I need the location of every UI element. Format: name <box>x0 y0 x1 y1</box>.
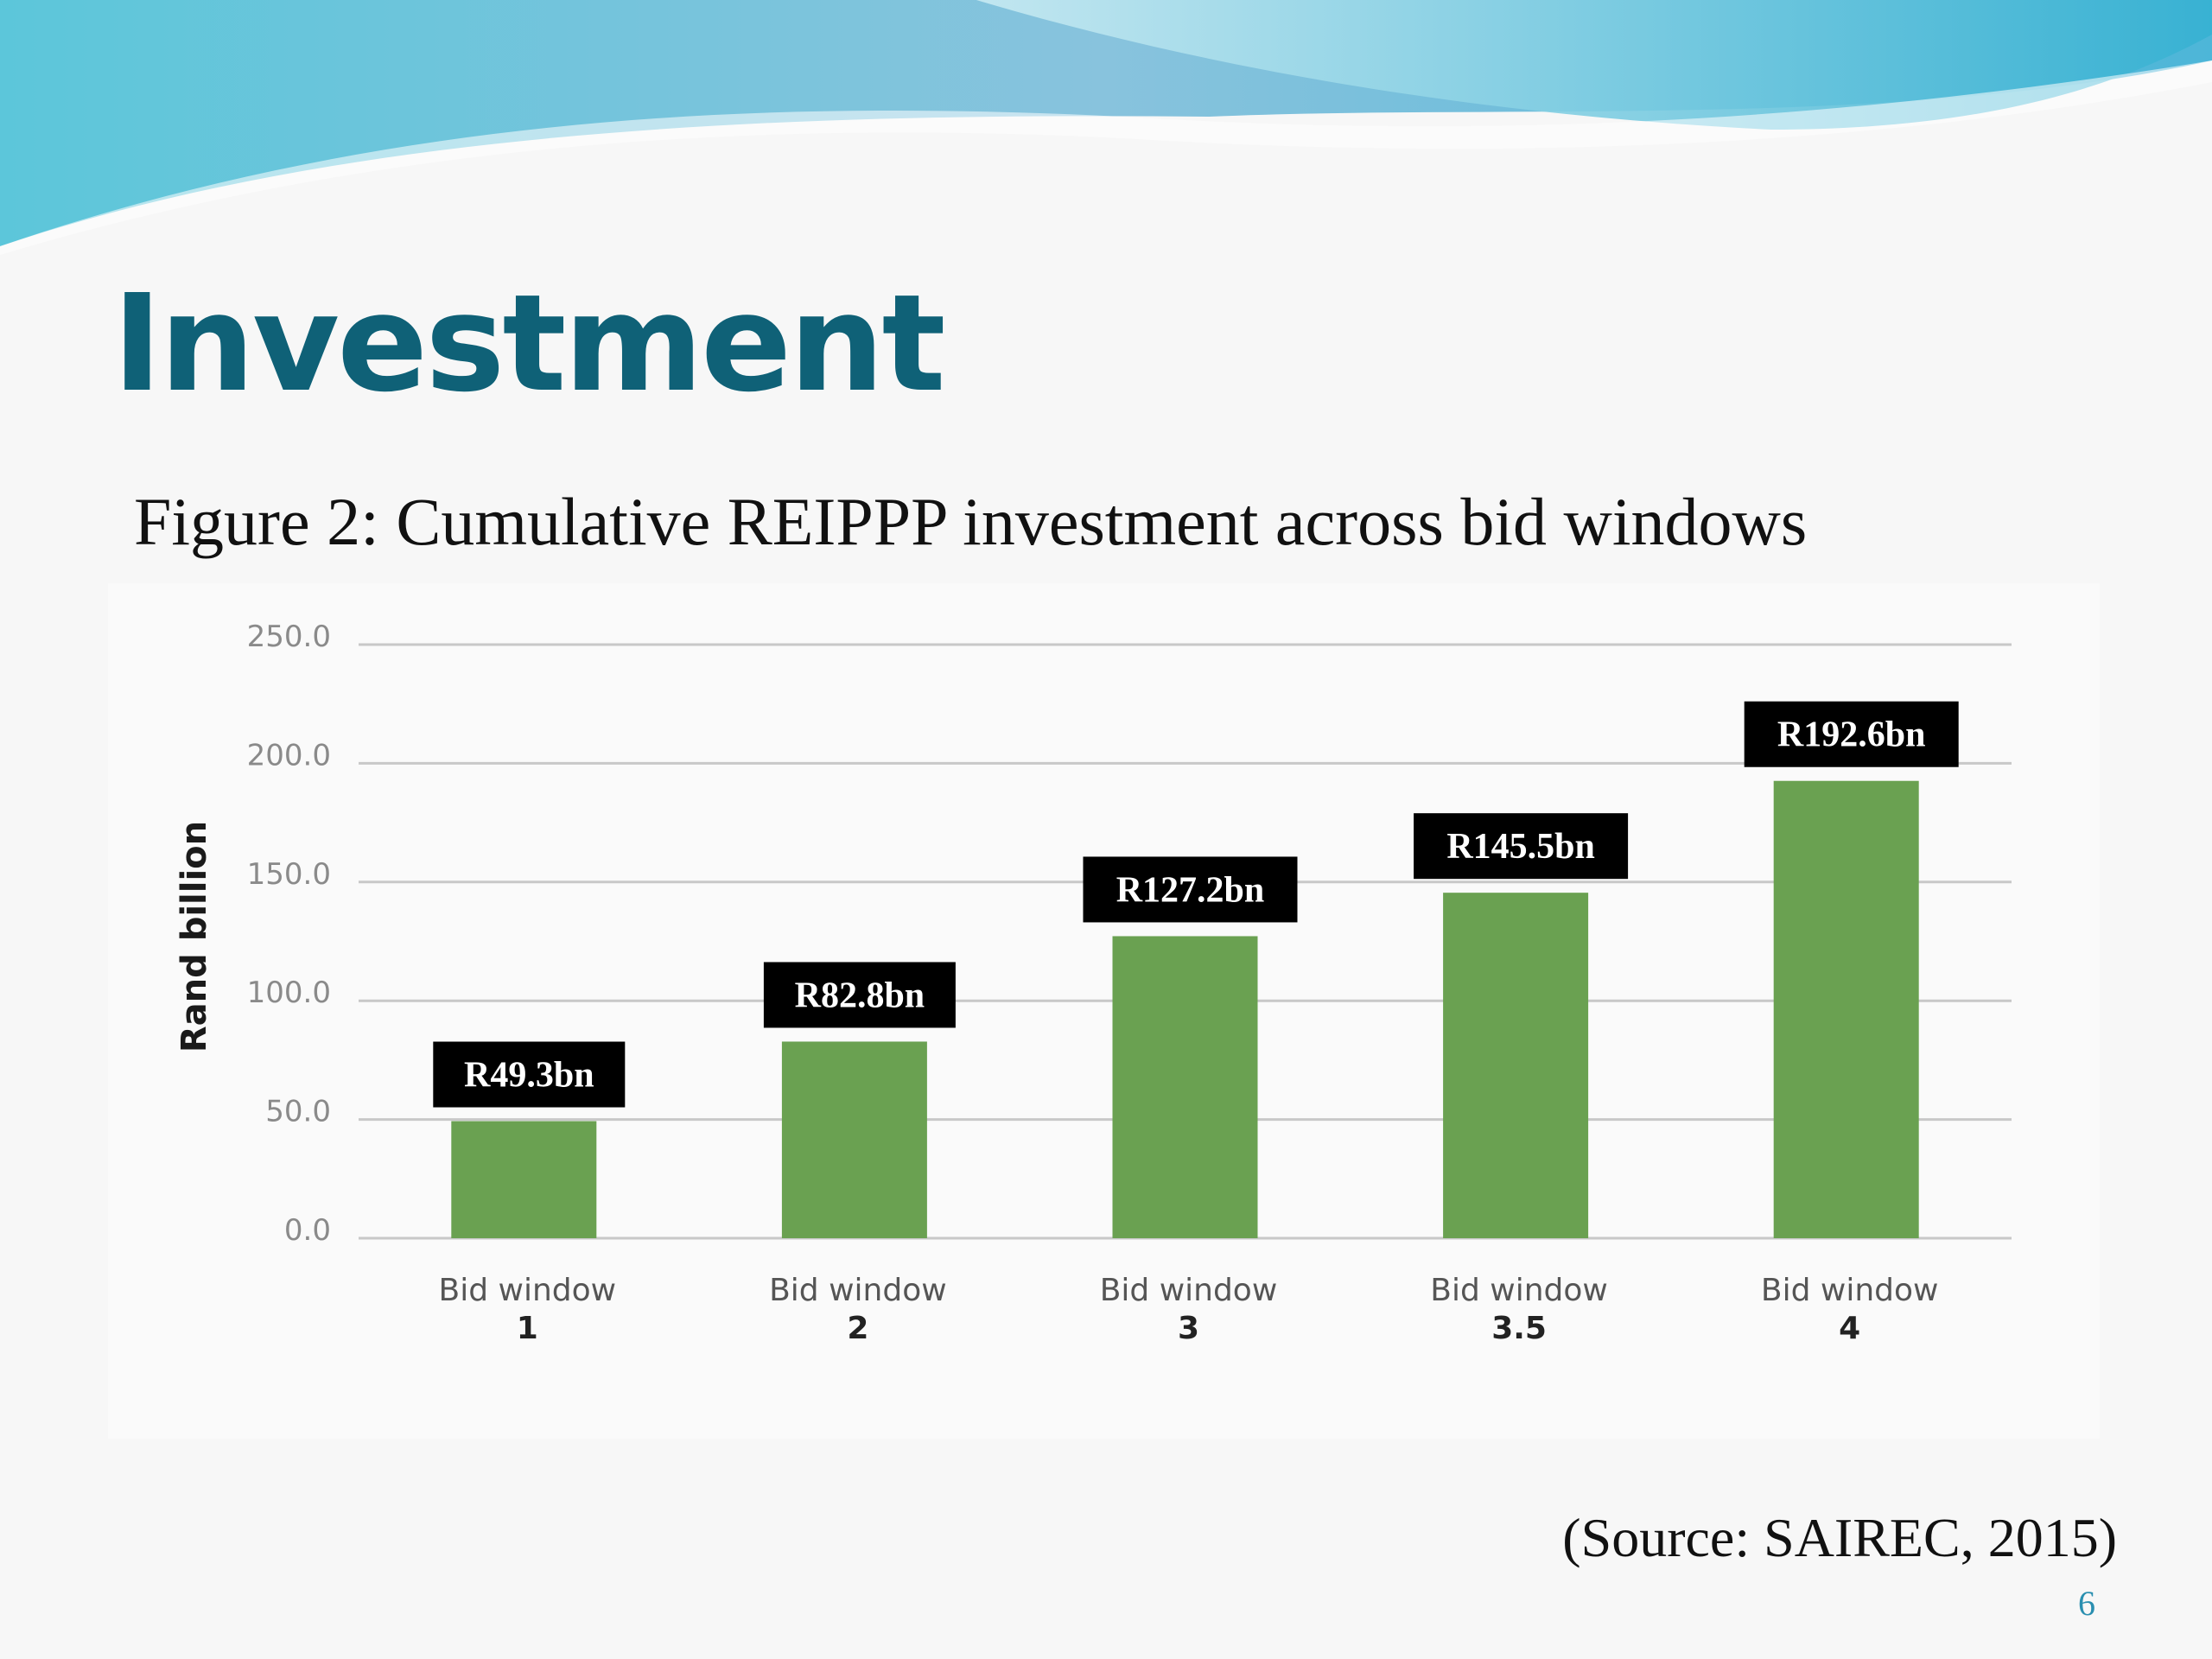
data-label-box <box>1414 813 1629 880</box>
x-tick-number: 1 <box>517 1311 538 1346</box>
data-labels: R49.3bn R82.8bn R127.2bn R145.5bn R192.6bn <box>433 701 1959 1108</box>
y-axis-label: Rand billion <box>175 821 214 1052</box>
x-tick-number: 2 <box>847 1311 868 1346</box>
y-tick-label: 100.0 <box>247 976 331 1010</box>
bar <box>1773 780 1919 1238</box>
data-label-box <box>763 962 956 1028</box>
page-number: 6 <box>2078 1584 2095 1623</box>
data-label-box <box>433 1041 626 1108</box>
data-label-box <box>1744 701 1959 767</box>
data-label-text: R82.8bn <box>795 976 925 1015</box>
bar <box>1443 893 1589 1238</box>
x-tick-label: Bid window <box>439 1273 617 1308</box>
bar <box>451 1121 597 1238</box>
bar <box>1112 936 1258 1238</box>
slide-title: Investment <box>112 265 946 422</box>
y-tick-label: 150.0 <box>247 857 331 892</box>
x-tick-label: Bid window <box>1430 1273 1608 1308</box>
x-tick-number: 3 <box>1178 1311 1199 1346</box>
data-label: R145.5bn <box>1414 813 1629 880</box>
x-tick-label: Bid window <box>769 1273 947 1308</box>
data-label: R192.6bn <box>1744 701 1959 767</box>
x-tick-label: Bid window <box>1100 1273 1278 1308</box>
bars <box>451 780 1919 1238</box>
data-label: R82.8bn <box>763 962 956 1028</box>
data-label-text: R145.5bn <box>1446 827 1595 867</box>
y-tick-label: 250.0 <box>247 620 331 654</box>
wave-highlight <box>0 60 2212 255</box>
y-tick-label: 0.0 <box>284 1213 331 1248</box>
data-label: R127.2bn <box>1083 856 1298 923</box>
wave-band-right <box>976 0 2212 130</box>
bar <box>781 1041 927 1238</box>
y-axis-ticks: 0.0 50.0 100.0 150.0 200.0 250.0 <box>247 620 331 1248</box>
y-tick-label: 200.0 <box>247 738 331 772</box>
y-tick-label: 50.0 <box>265 1095 331 1129</box>
data-label-box <box>1083 856 1298 923</box>
data-label-text: R49.3bn <box>464 1056 594 1096</box>
x-tick-number: 3.5 <box>1491 1311 1547 1346</box>
data-label-text: R192.6bn <box>1777 715 1926 755</box>
data-label: R49.3bn <box>433 1041 626 1108</box>
figure-caption: Figure 2: Cumulative REIPPP investment a… <box>134 484 1808 559</box>
decorative-wave-header <box>0 0 2212 255</box>
x-tick-number: 4 <box>1839 1311 1860 1346</box>
x-tick-label: Bid window <box>1761 1273 1939 1308</box>
data-label-text: R127.2bn <box>1116 870 1265 910</box>
source-citation: (Source: SAIREC, 2015) <box>1562 1507 2117 1568</box>
